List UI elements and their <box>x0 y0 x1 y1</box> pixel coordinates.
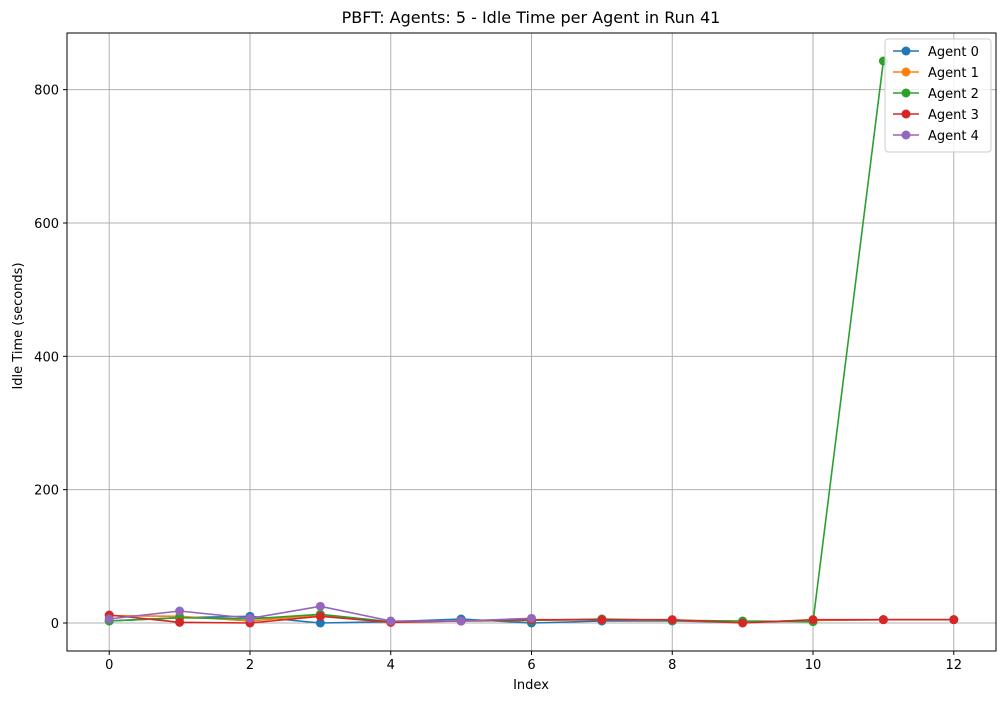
series-line <box>109 60 885 623</box>
data-point <box>386 616 396 626</box>
x-tick-label: 4 <box>387 658 395 673</box>
legend: Agent 0 Agent 1 Agent 2 Agent 3 Agent 4 <box>884 38 992 153</box>
legend-label: Agent 0 <box>928 45 979 60</box>
legend-item: Agent 4 <box>893 129 979 144</box>
data-point <box>878 615 888 625</box>
y-tick-label: 0 <box>51 617 59 632</box>
legend-marker <box>901 67 911 77</box>
data-point <box>315 601 325 611</box>
y-axis-label: Idle Time (seconds) <box>11 262 26 389</box>
data-point <box>104 614 114 624</box>
data-point <box>245 613 255 623</box>
x-axis-ticks: 0 2 4 6 8 10 12 <box>105 651 962 673</box>
data-point <box>456 616 466 626</box>
y-tick-label: 600 <box>34 217 59 232</box>
legend-marker <box>901 88 911 98</box>
legend-label: Agent 3 <box>928 108 979 123</box>
y-tick-label: 200 <box>34 484 59 499</box>
data-point <box>738 618 748 628</box>
data-point <box>667 615 677 625</box>
legend-item: Agent 2 <box>893 87 979 102</box>
legend-item: Agent 0 <box>893 45 979 60</box>
legend-marker <box>901 130 911 140</box>
legend-box <box>884 38 992 153</box>
series-agent-2 <box>104 56 888 627</box>
data-point <box>527 613 536 623</box>
data-point <box>597 615 607 625</box>
data-point <box>315 618 325 628</box>
legend-item: Agent 1 <box>893 66 979 81</box>
data-point <box>175 606 185 616</box>
x-tick-label: 10 <box>805 658 822 673</box>
data-point <box>175 617 185 627</box>
data-point <box>315 611 325 621</box>
grid-lines <box>67 33 996 651</box>
legend-item: Agent 3 <box>893 108 979 123</box>
x-tick-label: 2 <box>246 658 254 673</box>
chart-title: PBFT: Agents: 5 - Idle Time per Agent in… <box>342 8 721 27</box>
y-axis-ticks: 0 200 400 600 800 <box>34 84 67 632</box>
legend-label: Agent 1 <box>928 66 979 81</box>
data-point <box>808 615 818 625</box>
x-axis-label: Index <box>513 678 549 693</box>
series-lines <box>104 56 959 628</box>
x-tick-label: 0 <box>105 658 113 673</box>
series-agent-4 <box>104 601 536 626</box>
data-point <box>949 615 959 625</box>
legend-label: Agent 2 <box>928 87 979 102</box>
y-tick-label: 400 <box>34 350 59 365</box>
legend-marker <box>901 46 911 56</box>
legend-marker <box>901 109 911 119</box>
x-tick-label: 8 <box>668 658 676 673</box>
x-tick-label: 6 <box>527 658 535 673</box>
y-tick-label: 800 <box>34 84 59 99</box>
x-tick-label: 12 <box>945 658 962 673</box>
legend-label: Agent 4 <box>928 129 979 144</box>
